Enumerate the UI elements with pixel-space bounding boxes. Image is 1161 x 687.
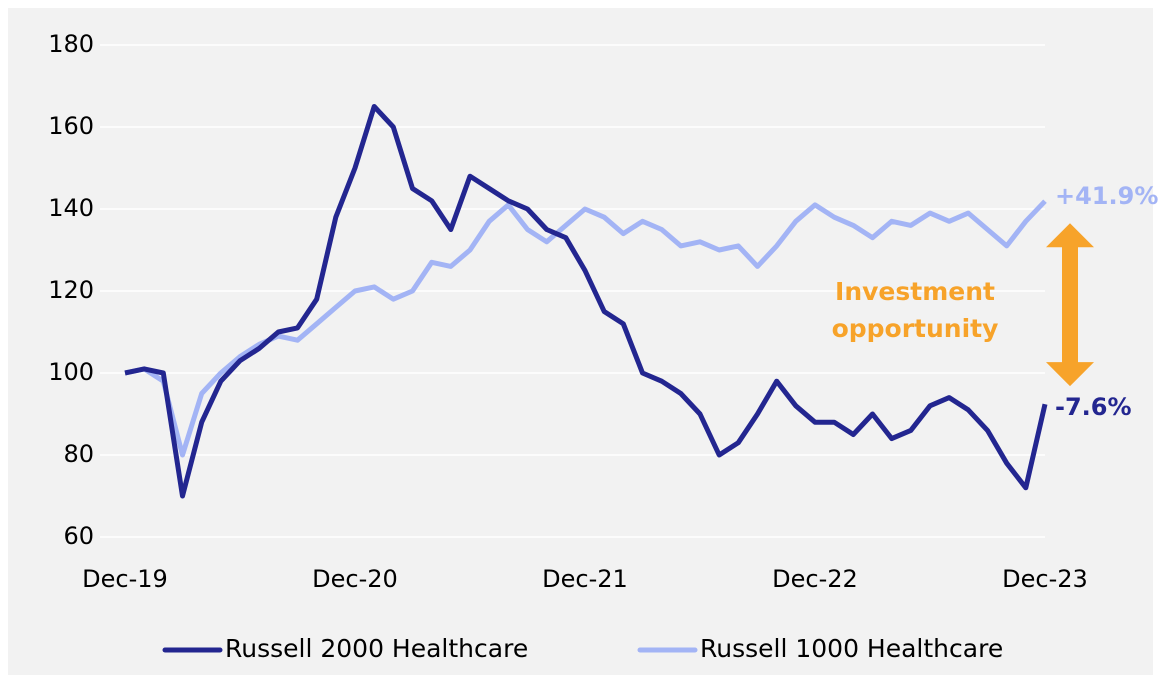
y-tick-label: 80 [63,440,94,468]
y-tick-label: 120 [48,276,94,304]
annotation: opportunity [832,314,999,343]
end-label: +41.9% [1055,182,1158,210]
series-line [124,199,1047,458]
arrow-head [1046,223,1094,248]
annotation: Investment [835,277,995,306]
arrow-head [1046,362,1094,387]
x-tick-label: Dec-19 [82,565,168,593]
legend-label: Russell 1000 Healthcare [700,634,1003,663]
y-tick-label: 160 [48,112,94,140]
y-tick-label: 140 [48,194,94,222]
x-tick-label: Dec-20 [312,565,398,593]
y-tick-label: 60 [63,522,94,550]
series-line [124,104,1048,499]
y-tick-label: 100 [48,358,94,386]
end-label: -7.6% [1055,393,1132,421]
x-tick-label: Dec-21 [542,565,628,593]
chart-background [8,8,1153,675]
arrow-shaft [1062,245,1078,365]
x-tick-label: Dec-22 [772,565,858,593]
y-tick-label: 180 [48,30,94,58]
x-tick-label: Dec-23 [1002,565,1088,593]
legend-label: Russell 2000 Healthcare [225,634,528,663]
